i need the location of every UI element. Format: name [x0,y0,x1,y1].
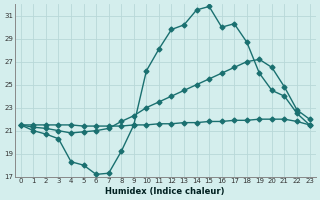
X-axis label: Humidex (Indice chaleur): Humidex (Indice chaleur) [106,187,225,196]
